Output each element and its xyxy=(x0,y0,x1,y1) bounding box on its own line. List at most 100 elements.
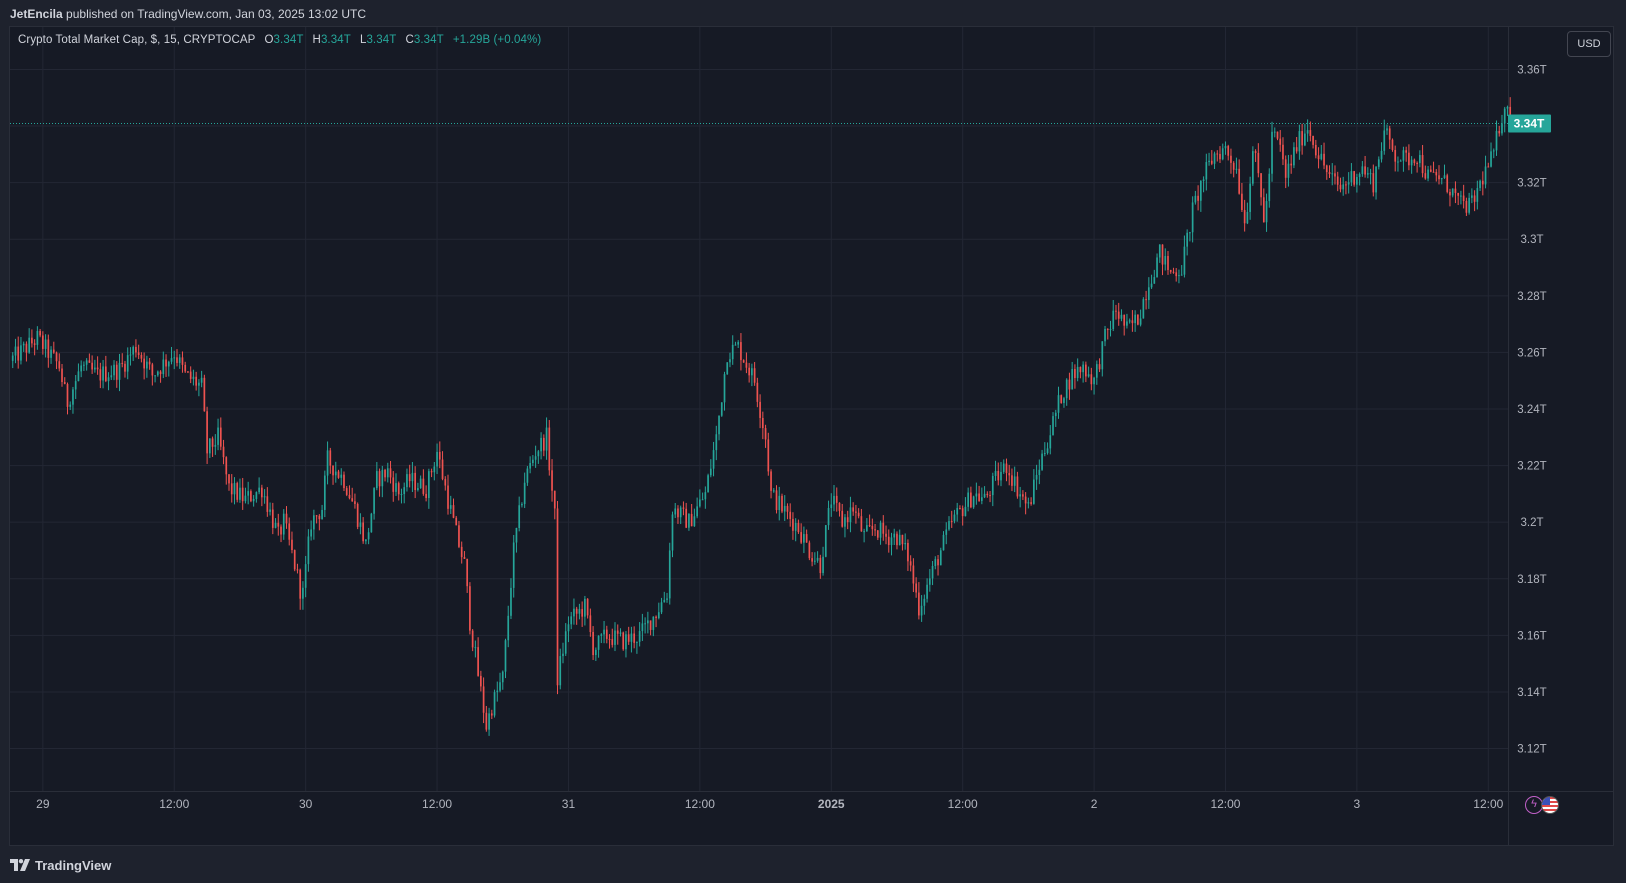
candle xyxy=(1501,123,1503,134)
candle xyxy=(1134,314,1136,324)
candle xyxy=(28,337,31,353)
candle xyxy=(562,653,564,657)
candle xyxy=(1498,130,1501,134)
candle xyxy=(1301,131,1303,146)
close-label: C xyxy=(405,34,414,46)
candle xyxy=(63,382,66,385)
candle xyxy=(1071,369,1074,390)
candle xyxy=(597,635,600,650)
candle xyxy=(1273,131,1276,133)
tradingview-brand[interactable]: TradingView xyxy=(35,857,112,873)
candle xyxy=(345,488,348,495)
candle xyxy=(91,362,93,370)
candle xyxy=(61,368,63,383)
candle xyxy=(882,522,885,534)
candle xyxy=(830,504,833,509)
candle xyxy=(189,371,192,379)
candle xyxy=(835,495,838,503)
last-price-label: 3.34T xyxy=(1514,116,1545,130)
high-value: 3.34T xyxy=(320,34,351,46)
candle xyxy=(1325,165,1328,173)
candle xyxy=(603,629,605,635)
candle xyxy=(280,526,282,535)
candle xyxy=(890,537,893,546)
candle xyxy=(217,427,219,445)
candle xyxy=(239,487,241,500)
candle xyxy=(983,493,986,498)
candle xyxy=(39,330,41,336)
us-flag-icon[interactable] xyxy=(1541,796,1559,814)
candle xyxy=(1079,366,1082,373)
candle xyxy=(1120,314,1123,319)
candle xyxy=(1210,160,1213,164)
candle xyxy=(1413,159,1416,163)
candle xyxy=(948,521,950,530)
candle xyxy=(241,487,244,502)
candle xyxy=(288,523,291,540)
candle xyxy=(1328,172,1331,175)
candle xyxy=(674,508,677,515)
candle xyxy=(178,357,181,363)
candle xyxy=(422,478,425,494)
candle xyxy=(1016,476,1019,497)
candle xyxy=(1156,257,1158,278)
candle xyxy=(567,624,570,632)
candle xyxy=(679,507,682,518)
candle xyxy=(392,477,395,492)
candle xyxy=(1446,175,1449,192)
price-tick-label: 3.28T xyxy=(1517,291,1546,303)
candle xyxy=(69,404,72,407)
time-tick-label: 12:00 xyxy=(422,797,452,811)
candle xyxy=(666,598,668,600)
candle xyxy=(989,495,991,497)
symbol-title[interactable]: Crypto Total Market Cap, $, 15, CRYPTOCA… xyxy=(18,34,256,46)
candle xyxy=(1479,180,1481,189)
candle xyxy=(1473,195,1476,202)
candle xyxy=(622,632,625,650)
candle xyxy=(663,599,666,603)
candle xyxy=(660,602,663,613)
candle xyxy=(1098,364,1101,370)
tradingview-logo-icon[interactable] xyxy=(10,859,30,871)
currency-button[interactable]: USD xyxy=(1567,31,1611,57)
candle xyxy=(1082,364,1084,373)
candle xyxy=(1435,172,1438,176)
candle xyxy=(770,471,772,491)
candle xyxy=(1339,184,1342,190)
candle xyxy=(937,559,939,566)
candle xyxy=(181,357,184,365)
candle xyxy=(214,444,217,447)
time-tick-label: 12:00 xyxy=(1210,797,1240,811)
candle xyxy=(151,364,154,376)
candle xyxy=(258,487,260,493)
candle xyxy=(430,471,433,473)
candle xyxy=(1054,412,1057,417)
candle xyxy=(11,355,14,361)
candle xyxy=(1019,494,1022,497)
candle xyxy=(425,493,427,498)
candle xyxy=(866,525,868,532)
candle xyxy=(605,629,608,639)
candle xyxy=(121,362,124,364)
candle xyxy=(578,609,581,614)
candle xyxy=(600,634,603,636)
candle xyxy=(414,472,417,491)
candle xyxy=(318,515,321,520)
candle xyxy=(321,509,323,520)
candle xyxy=(783,505,786,512)
price-tick-label: 3.18T xyxy=(1517,574,1546,586)
candle xyxy=(1000,471,1002,481)
candle xyxy=(1224,146,1227,149)
candle xyxy=(444,479,447,486)
footer: TradingView xyxy=(10,853,111,877)
candle xyxy=(1060,395,1063,404)
candle xyxy=(1268,173,1271,202)
candle xyxy=(230,483,233,495)
candle xyxy=(417,488,419,491)
candle xyxy=(474,647,477,649)
price-chart[interactable]: 3.34T 3.36T 3.32T 3.3T 3.28T 3.26T 3.24T 3.22T 3… xyxy=(10,27,1613,845)
candle xyxy=(1208,160,1210,163)
candle xyxy=(362,522,364,542)
candle xyxy=(1331,173,1334,175)
candle xyxy=(359,522,362,527)
